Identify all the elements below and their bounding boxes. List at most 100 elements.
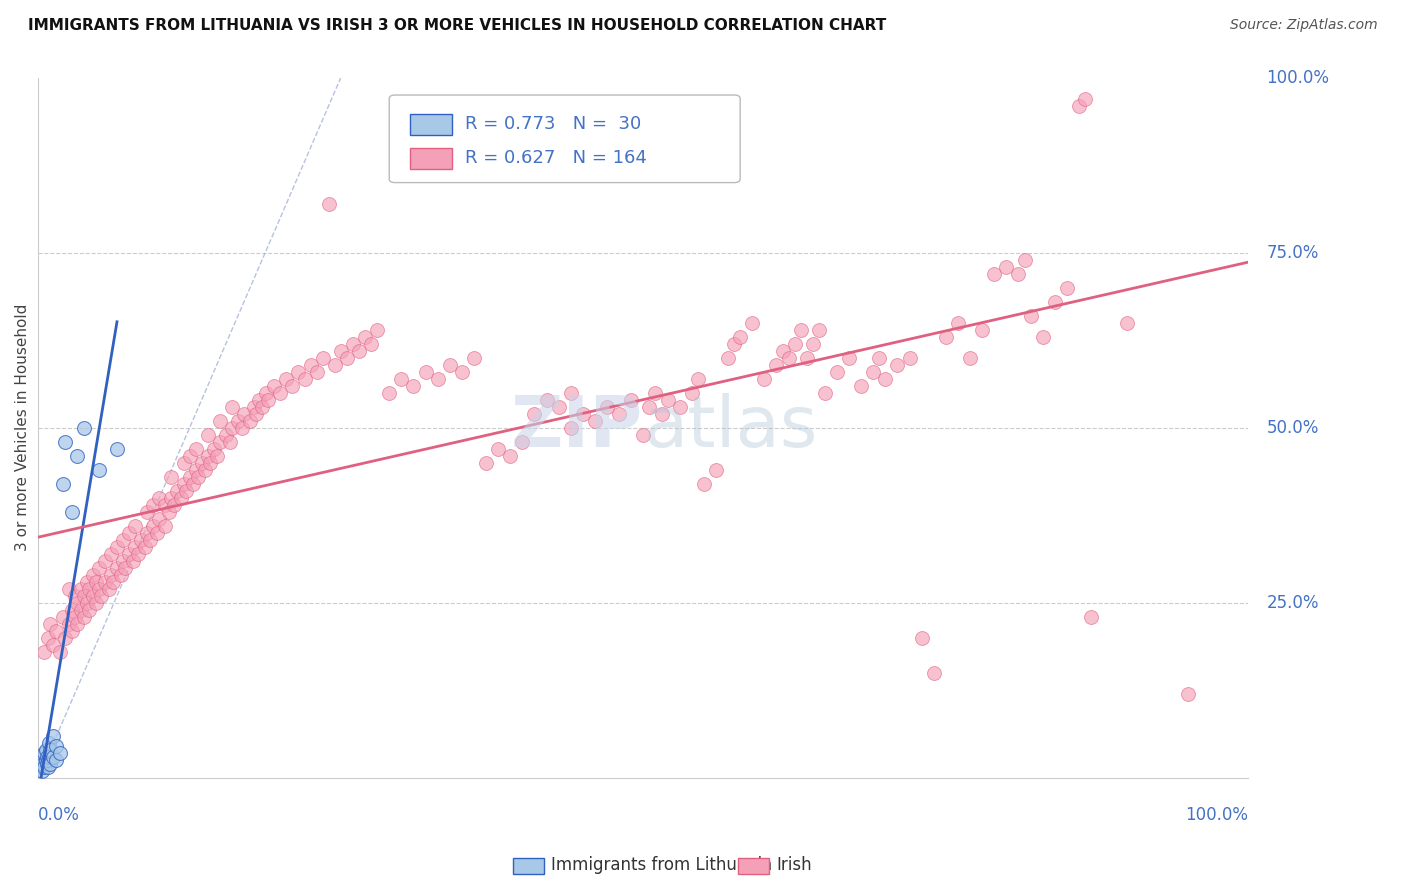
Point (34, 754, 56, 768)
Point (49, 747, 72, 761)
Point (66, 616, 89, 631)
Point (972, 323, 994, 337)
Point (138, 533, 160, 547)
Point (233, 407, 256, 421)
Point (51, 610, 73, 624)
Point (100, 567, 122, 582)
Point (184, 442, 207, 456)
Point (202, 442, 225, 456)
Point (69, 603, 91, 617)
Point (105, 540, 128, 554)
Point (82, 567, 104, 582)
Point (51, 476, 73, 491)
Point (946, 316, 969, 330)
Point (226, 414, 249, 428)
Point (90, 589, 112, 603)
Point (312, 351, 335, 365)
Point (668, 400, 690, 414)
Point (38, 736, 60, 750)
Point (34, 645, 56, 659)
Point (32, 756, 55, 771)
Point (572, 407, 595, 421)
Point (73, 589, 96, 603)
Point (596, 400, 619, 414)
Point (118, 547, 141, 561)
Point (463, 351, 485, 365)
Point (607, 407, 630, 421)
Text: Irish: Irish (776, 856, 811, 874)
Point (124, 540, 146, 554)
Point (105, 561, 128, 575)
Text: ZIP: ZIP (512, 393, 644, 462)
Point (221, 400, 243, 414)
Text: 100.0%: 100.0% (1185, 806, 1249, 824)
Point (633, 427, 655, 442)
Point (638, 400, 661, 414)
Point (245, 407, 267, 421)
Point (148, 491, 170, 505)
Point (875, 372, 897, 386)
Point (825, 365, 848, 379)
Point (242, 400, 264, 414)
Y-axis label: 3 or more Vehicles in Household: 3 or more Vehicles in Household (15, 304, 30, 551)
Point (129, 533, 152, 547)
Text: R = 0.627   N = 164: R = 0.627 N = 164 (465, 149, 647, 167)
Point (86, 596, 108, 610)
Text: Immigrants from Lithuania: Immigrants from Lithuania (551, 856, 772, 874)
Point (276, 372, 298, 386)
Point (704, 463, 727, 477)
Point (30, 760, 52, 774)
Point (82, 589, 104, 603)
Point (247, 392, 270, 407)
Point (299, 358, 322, 372)
Point (765, 358, 787, 372)
Point (1032, 329, 1054, 343)
Bar (409, 114, 453, 135)
Point (100, 547, 122, 561)
Point (103, 574, 125, 589)
Point (536, 392, 558, 407)
Point (146, 525, 169, 540)
Bar (409, 147, 453, 169)
Point (922, 665, 945, 680)
Point (789, 323, 811, 337)
Point (512, 434, 534, 449)
Point (450, 365, 472, 379)
Point (136, 505, 159, 519)
Point (336, 351, 359, 365)
Point (198, 456, 221, 470)
Point (547, 400, 569, 414)
Point (560, 385, 582, 400)
Point (693, 476, 716, 491)
Point (250, 400, 273, 414)
Point (754, 372, 776, 386)
Point (63, 610, 86, 624)
Point (31, 764, 53, 778)
Point (1056, 280, 1078, 294)
Point (110, 567, 132, 582)
Point (179, 470, 201, 484)
Point (184, 463, 207, 477)
Point (342, 336, 364, 351)
Point (254, 385, 277, 400)
Point (911, 631, 934, 645)
Point (475, 456, 498, 470)
Point (814, 385, 837, 400)
Point (114, 561, 136, 575)
Point (269, 385, 291, 400)
Point (681, 385, 703, 400)
Point (142, 498, 165, 512)
Point (360, 336, 382, 351)
Point (886, 358, 908, 372)
Point (58, 616, 80, 631)
Point (60, 624, 83, 638)
Point (42, 750, 65, 764)
Point (87, 463, 110, 477)
Point (60, 603, 83, 617)
Point (329, 343, 352, 358)
Point (42, 638, 65, 652)
Point (77, 603, 100, 617)
Point (174, 483, 197, 498)
Point (49, 645, 72, 659)
Point (39, 743, 62, 757)
